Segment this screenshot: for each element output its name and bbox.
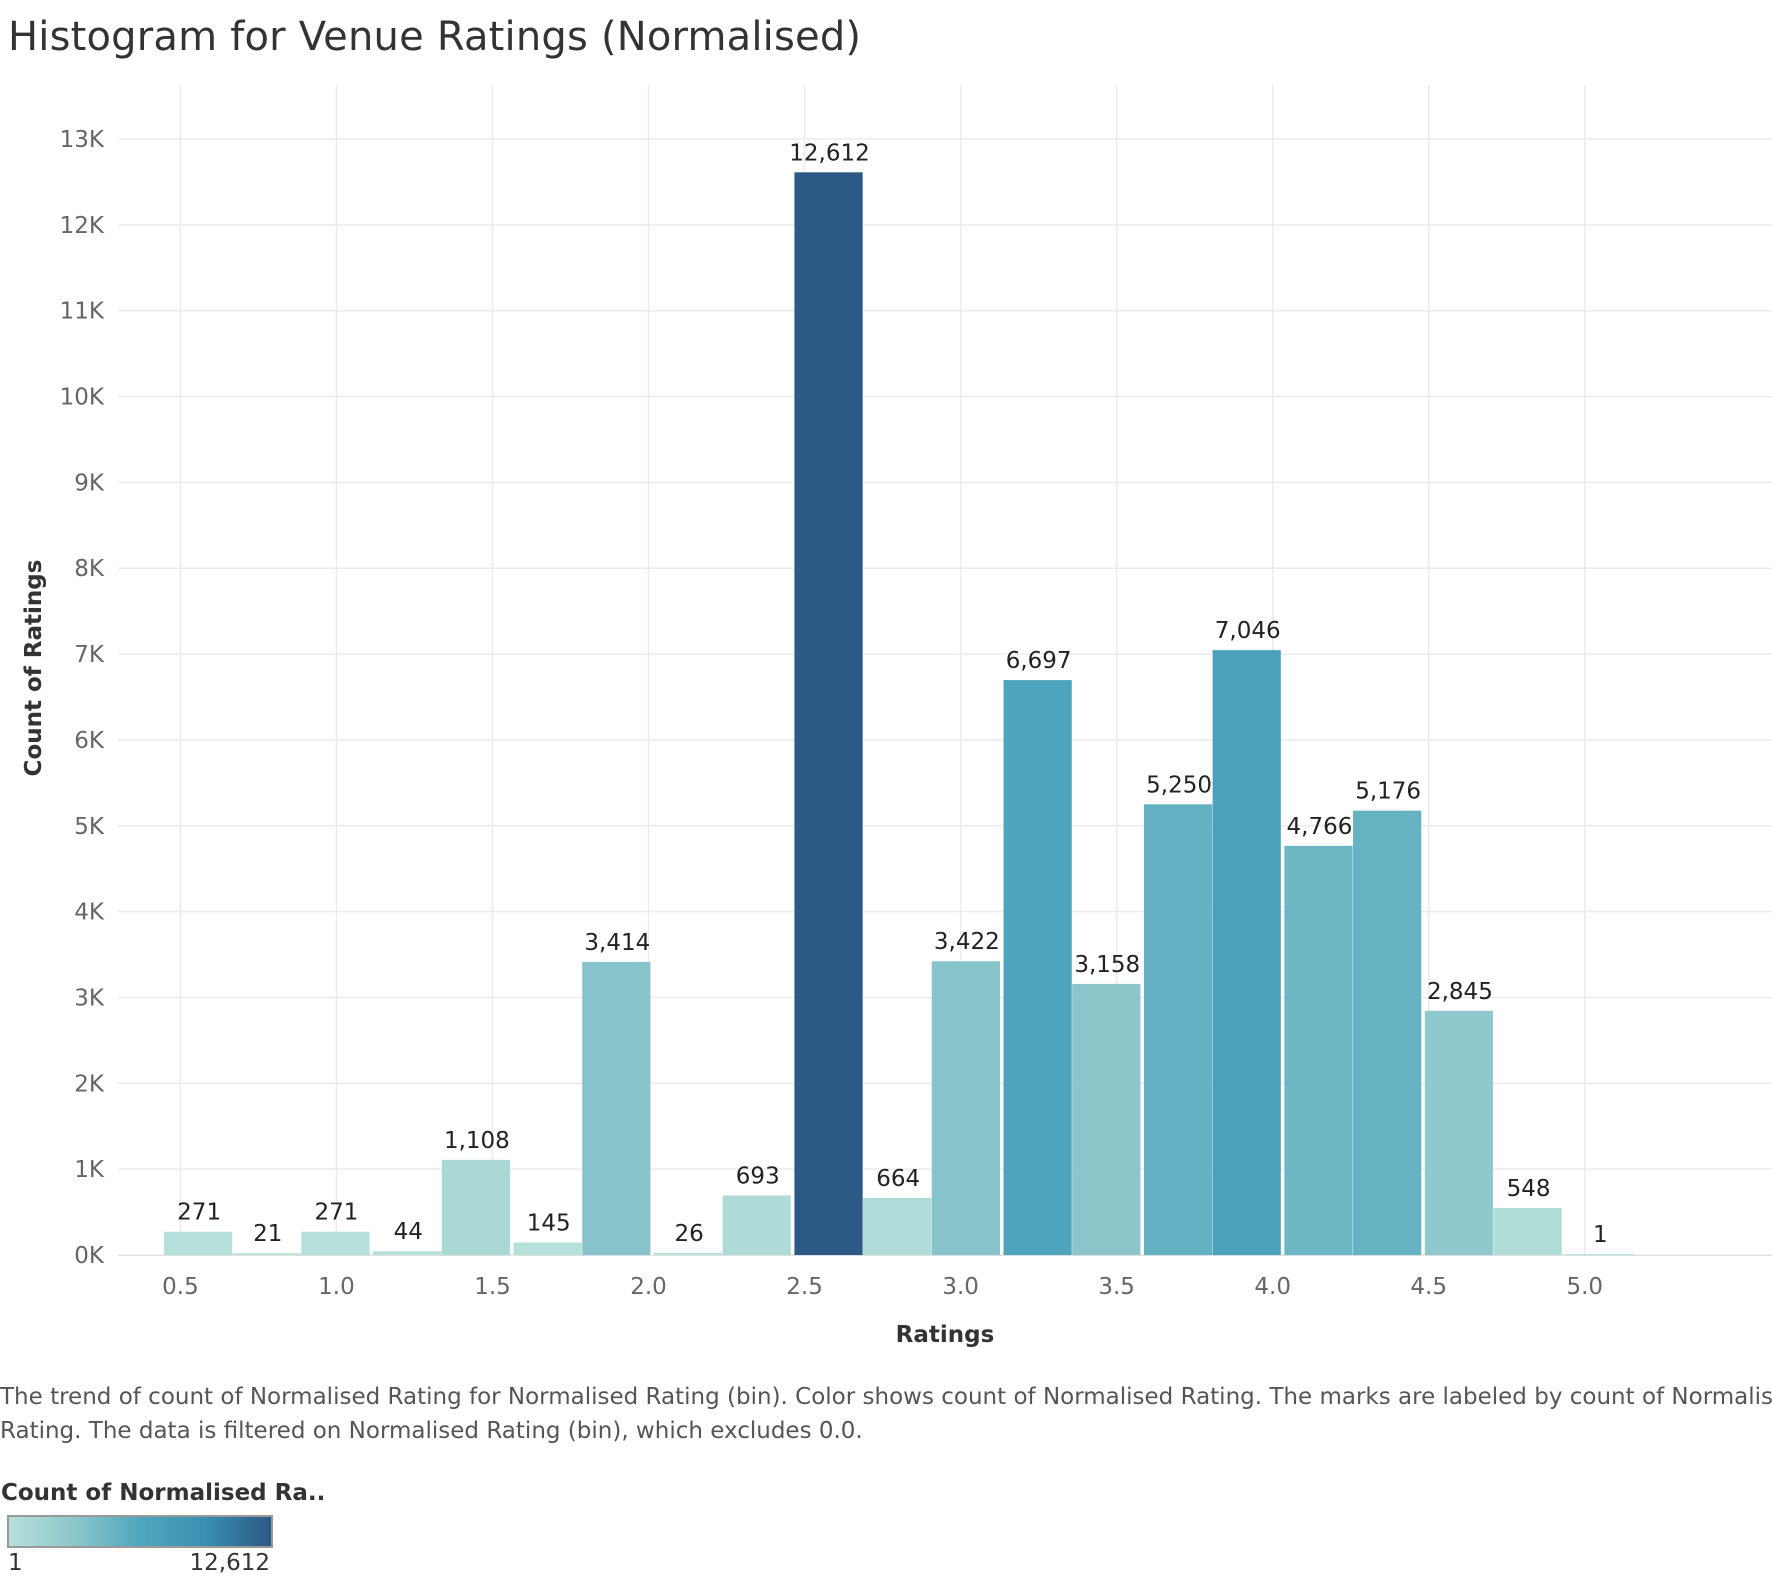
- bar-data-label: 4,766: [1287, 814, 1353, 840]
- bar-data-label: 548: [1507, 1176, 1551, 1202]
- legend-title: Count of Normalised Ra..: [1, 1480, 326, 1506]
- bar-data-label: 693: [736, 1164, 780, 1190]
- x-tick-label: 0.5: [162, 1274, 199, 1300]
- x-tick-label: 3.5: [1098, 1274, 1135, 1300]
- x-tick-label: 4.0: [1254, 1274, 1291, 1300]
- legend-min-label: 1: [8, 1550, 23, 1576]
- histogram-bar: [1424, 1010, 1494, 1255]
- histogram-chart: 0K 1K 2K 3K 4K 5K 6K 7K 8K 9K 10K 11K 12K 13K 0.5 1.0 1.…: [21, 85, 1772, 1348]
- bar-data-label: 2,845: [1427, 979, 1493, 1005]
- bar-data-label: 7,046: [1215, 618, 1281, 644]
- histogram-bar: [1565, 1254, 1634, 1255]
- color-legend-gradient: [7, 1515, 273, 1548]
- bar-data-label: 271: [314, 1200, 358, 1226]
- histogram-bar: [301, 1231, 370, 1255]
- histogram-bar: [164, 1231, 233, 1255]
- histogram-bar: [653, 1252, 723, 1255]
- bar-data-label: 44: [394, 1219, 423, 1245]
- x-tick-label: 1.5: [474, 1274, 511, 1300]
- legend-max-label: 12,612: [189, 1550, 270, 1576]
- histogram-bar: [373, 1251, 442, 1255]
- bar-data-label: 12,612: [789, 140, 869, 166]
- bar-data-label: 664: [876, 1166, 920, 1192]
- x-axis-title: Ratings: [896, 1322, 995, 1348]
- histogram-bar: [1493, 1207, 1562, 1255]
- histogram-bar: [232, 1253, 301, 1255]
- y-tick-label: 3K: [74, 985, 105, 1011]
- bar-data-label: 26: [674, 1221, 703, 1247]
- histogram-bar: [1212, 650, 1281, 1255]
- caption-line: The trend of count of Normalised Rating …: [0, 1384, 1772, 1410]
- chart-caption: The trend of count of Normalised Rating …: [0, 1380, 1772, 1448]
- bar-data-label: 21: [253, 1221, 282, 1247]
- chart-title: Histogram for Venue Ratings (Normalised): [8, 14, 862, 60]
- histogram-bar: [582, 961, 651, 1255]
- x-tick-label: 2.0: [630, 1274, 667, 1300]
- histogram-bar: [513, 1242, 582, 1255]
- histogram-bar: [1003, 680, 1072, 1255]
- bar-data-label: 5,250: [1146, 772, 1212, 798]
- y-tick-label: 8K: [74, 556, 105, 582]
- y-tick-label: 7K: [74, 642, 105, 668]
- y-tick-label: 12K: [60, 213, 105, 239]
- bar-data-label: 3,158: [1074, 952, 1140, 978]
- bar-data-label: 3,422: [934, 929, 1000, 955]
- y-tick-label: 6K: [74, 728, 105, 754]
- histogram-bar: [794, 172, 863, 1255]
- y-tick-label: 13K: [60, 127, 105, 153]
- histogram-bar: [441, 1159, 510, 1255]
- y-tick-label: 5K: [74, 814, 105, 840]
- bar-data-label: 271: [177, 1200, 221, 1226]
- bar-data-label: 6,697: [1006, 648, 1072, 674]
- x-tick-label: 1.0: [318, 1274, 355, 1300]
- histogram-bar: [722, 1195, 791, 1255]
- histogram-bar: [863, 1197, 932, 1255]
- x-tick-label: 3.0: [942, 1274, 979, 1300]
- x-tick-label: 2.5: [786, 1274, 823, 1300]
- x-tick-label: 4.5: [1410, 1274, 1447, 1300]
- y-tick-label: 0K: [74, 1243, 105, 1269]
- y-tick-label: 2K: [74, 1071, 105, 1097]
- bar-data-label: 3,414: [584, 930, 650, 956]
- bar-data-label: 5,176: [1355, 779, 1421, 805]
- histogram-bar: [1353, 810, 1422, 1255]
- y-tick-label: 10K: [60, 385, 105, 411]
- bar-data-label: 1: [1593, 1222, 1608, 1248]
- histogram-bar: [1143, 804, 1213, 1255]
- y-axis-title: Count of Ratings: [21, 560, 47, 777]
- x-tick-label: 5.0: [1566, 1274, 1603, 1300]
- bar-data-label: 145: [527, 1211, 571, 1237]
- histogram-bar: [1284, 845, 1353, 1255]
- y-tick-label: 1K: [74, 1157, 105, 1183]
- histogram-bar: [931, 961, 1000, 1255]
- bar-data-label: 1,108: [444, 1128, 510, 1154]
- y-tick-label: 4K: [74, 900, 105, 926]
- histogram-bar: [1072, 983, 1141, 1255]
- caption-line: Rating. The data is filtered on Normalis…: [0, 1418, 863, 1444]
- y-tick-label: 9K: [74, 470, 105, 496]
- y-tick-label: 11K: [60, 299, 105, 325]
